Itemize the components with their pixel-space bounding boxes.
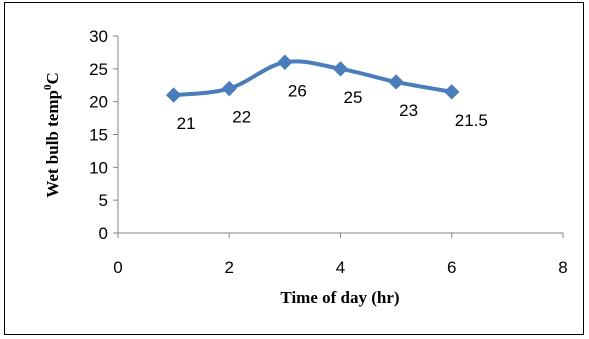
axes [113,35,564,238]
chart-frame [4,2,584,335]
data-point-marker [277,54,293,70]
y-axis-title-sup: 0 [42,84,54,90]
x-tick-label: 4 [336,258,345,277]
y-axis-title: Wet bulb temp0C [42,72,62,197]
y-tick-label: 30 [89,27,108,46]
y-tick-labels: 0 5 10 15 20 25 30 [89,27,108,243]
y-tick-label: 15 [89,126,108,145]
y-axis-title-main: Wet bulb temp [43,90,62,198]
data-label: 26 [288,81,307,100]
data-label: 23 [399,101,418,120]
x-tick-label: 2 [225,258,234,277]
x-tick-label: 0 [113,258,122,277]
data-label: 25 [344,88,363,107]
y-axis-title-unit: C [43,72,62,84]
data-point-marker [444,84,460,100]
x-axis-title: Time of day (hr) [280,288,399,307]
data-point-marker [221,80,237,97]
y-tick-label: 25 [89,60,108,79]
data-labels: 21 22 26 25 23 21.5 [177,81,488,133]
y-tick-label: 5 [99,191,108,210]
x-tick-label: 8 [558,258,567,277]
data-point-marker [388,74,404,90]
x-tick-label: 6 [447,258,456,277]
data-point-marker [332,61,349,77]
data-label: 21.5 [455,111,488,130]
x-tick-labels: 0 2 4 6 8 [113,258,567,277]
y-tick-label: 0 [99,224,108,243]
series-line [173,59,453,98]
data-label: 22 [232,108,251,127]
data-label: 21 [177,114,196,133]
data-point-marker [165,87,182,103]
series-group [165,54,460,103]
y-tick-label: 10 [89,158,108,177]
y-tick-label: 20 [89,93,108,112]
